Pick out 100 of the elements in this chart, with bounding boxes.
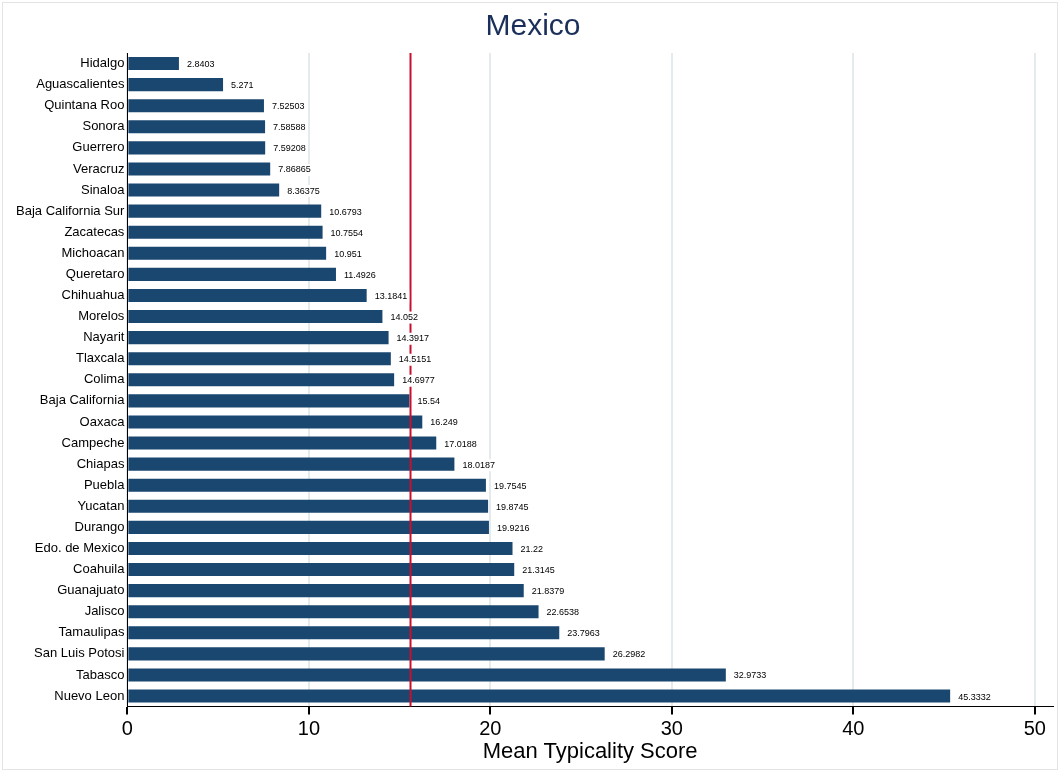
data-label: 10.951 bbox=[334, 248, 362, 259]
x-tick-label: 0 bbox=[121, 717, 133, 740]
bar bbox=[128, 141, 266, 155]
data-label: 7.52503 bbox=[271, 101, 305, 112]
data-label: 26.2982 bbox=[612, 649, 646, 660]
data-label: 14.6977 bbox=[402, 375, 435, 386]
data-label: 5.271 bbox=[231, 80, 254, 91]
y-tick-label: Campeche bbox=[61, 434, 125, 450]
data-label: 10.7554 bbox=[330, 227, 364, 238]
x-tick-label: 50 bbox=[1023, 717, 1046, 740]
x-tick-label: 40 bbox=[842, 717, 865, 740]
data-label: 19.9216 bbox=[496, 522, 530, 533]
data-label: 11.4926 bbox=[343, 269, 376, 280]
bar bbox=[128, 563, 515, 577]
data-label: 19.8745 bbox=[496, 501, 529, 512]
data-label: 15.54 bbox=[417, 396, 440, 407]
y-tick-label: Sinaloa bbox=[81, 181, 126, 197]
bar bbox=[128, 394, 410, 408]
bar bbox=[128, 415, 423, 429]
y-tick-label: Jalisco bbox=[84, 603, 125, 619]
y-tick-label: Queretaro bbox=[65, 265, 125, 281]
bar bbox=[128, 267, 336, 281]
y-tick-label: Nayarit bbox=[83, 329, 125, 345]
y-tick-label: Yucatan bbox=[77, 497, 125, 513]
bar bbox=[128, 373, 395, 387]
bar bbox=[128, 120, 266, 134]
data-label: 7.58588 bbox=[273, 122, 306, 133]
y-tick-label: San Luis Potosi bbox=[34, 645, 125, 661]
data-label: 8.36375 bbox=[287, 185, 320, 196]
x-tick-label: 30 bbox=[660, 717, 683, 740]
bar bbox=[128, 331, 389, 345]
bar bbox=[128, 689, 951, 703]
y-tick-label: Hidalgo bbox=[80, 55, 125, 71]
y-tick-label: Tlaxcala bbox=[75, 350, 126, 366]
data-label: 21.3145 bbox=[522, 565, 555, 576]
bar bbox=[128, 57, 179, 71]
bar bbox=[128, 668, 726, 682]
data-label: 2.8403 bbox=[186, 59, 215, 70]
y-tick-label: Nuevo Leon bbox=[54, 687, 125, 703]
y-tick-label: Aguascalientes bbox=[36, 76, 125, 92]
data-label: 7.86865 bbox=[278, 164, 311, 175]
y-tick-label: Zacatecas bbox=[64, 223, 125, 239]
bar bbox=[128, 204, 322, 218]
bar bbox=[128, 541, 513, 556]
y-tick-label: Guanajuato bbox=[57, 582, 125, 598]
bar bbox=[128, 647, 605, 661]
y-tick-label: Sonora bbox=[82, 118, 126, 134]
data-label: 23.7963 bbox=[567, 628, 600, 639]
data-label: 14.052 bbox=[390, 312, 418, 323]
bar bbox=[128, 605, 539, 619]
data-label: 21.8379 bbox=[531, 586, 565, 597]
data-label: 32.9733 bbox=[733, 670, 767, 681]
data-label: 7.59208 bbox=[273, 143, 306, 154]
y-tick-label: Puebla bbox=[83, 476, 126, 492]
data-label: 19.7545 bbox=[493, 480, 527, 491]
data-label: 22.6538 bbox=[546, 607, 580, 618]
bar bbox=[128, 310, 383, 324]
data-label: 17.0188 bbox=[444, 438, 477, 449]
y-tick-label: Oaxaca bbox=[79, 413, 126, 429]
y-tick-label: Morelos bbox=[78, 308, 125, 324]
bar bbox=[128, 78, 224, 92]
x-tick-label: 20 bbox=[479, 717, 502, 740]
bar bbox=[128, 626, 560, 640]
data-label: 21.22 bbox=[520, 543, 544, 554]
bar bbox=[128, 499, 489, 513]
bar bbox=[128, 162, 271, 176]
data-label: 14.5151 bbox=[398, 354, 432, 365]
bar bbox=[128, 246, 327, 260]
data-label: 16.249 bbox=[430, 417, 458, 428]
y-tick-label: Quintana Roo bbox=[44, 97, 125, 113]
y-tick-label: Coahuila bbox=[73, 561, 126, 577]
bar bbox=[128, 457, 455, 471]
y-tick-label: Veracruz bbox=[73, 160, 125, 176]
bar bbox=[128, 99, 264, 113]
x-tick-label: 10 bbox=[297, 717, 320, 740]
data-label: 18.0187 bbox=[462, 459, 495, 470]
bar bbox=[128, 352, 391, 366]
y-tick-label: Tabasco bbox=[75, 666, 125, 682]
bar bbox=[128, 436, 437, 450]
y-tick-label: Chiapas bbox=[76, 455, 125, 471]
y-tick-label: Baja California bbox=[39, 392, 126, 408]
y-tick-label: Michoacan bbox=[61, 244, 125, 260]
data-label: 10.6793 bbox=[329, 206, 362, 217]
bar bbox=[128, 225, 323, 239]
x-axis-title: Mean Typicality Score bbox=[482, 737, 698, 763]
bar bbox=[128, 520, 489, 534]
data-label: 45.3332 bbox=[958, 691, 991, 702]
y-tick-label: Edo. de Mexico bbox=[34, 540, 125, 556]
y-tick-label: Tamaulipas bbox=[58, 624, 125, 640]
y-tick-label: Guerrero bbox=[72, 139, 125, 155]
bar bbox=[128, 584, 524, 598]
y-tick-label: Durango bbox=[74, 518, 125, 534]
chart-title: Mexico bbox=[485, 8, 581, 42]
y-tick-label: Colima bbox=[83, 371, 126, 387]
bar bbox=[128, 478, 486, 492]
data-label: 13.1841 bbox=[374, 290, 408, 301]
bar bbox=[128, 183, 280, 197]
y-tick-label: Chihuahua bbox=[61, 287, 126, 303]
y-tick-label: Baja California Sur bbox=[16, 202, 126, 218]
data-label: 14.3917 bbox=[396, 333, 430, 344]
